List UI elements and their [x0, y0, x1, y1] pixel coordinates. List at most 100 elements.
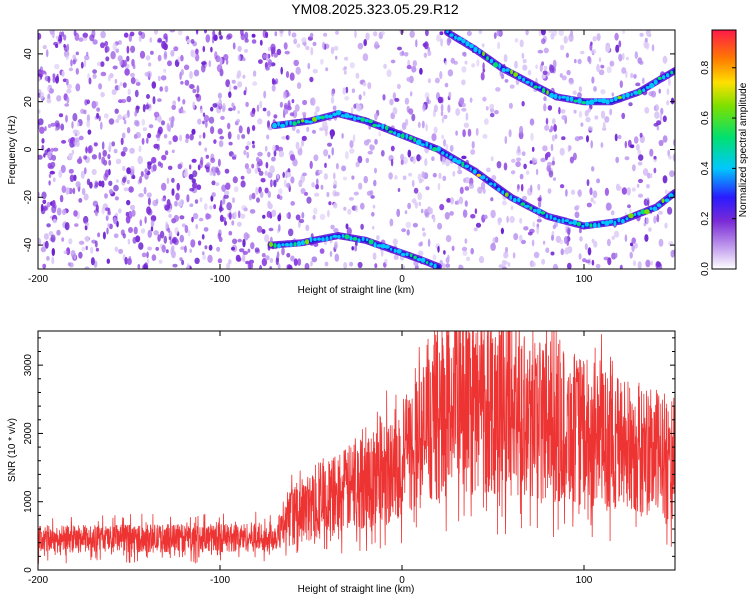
- noise-speckle: [510, 170, 516, 175]
- noise-speckle: [267, 151, 271, 158]
- noise-speckle: [218, 140, 224, 148]
- noise-speckle: [574, 136, 581, 142]
- noise-speckle: [145, 55, 151, 61]
- noise-speckle: [342, 87, 347, 95]
- y-tick-label: -20: [23, 190, 34, 205]
- noise-speckle: [105, 215, 109, 222]
- noise-speckle: [631, 237, 636, 244]
- noise-speckle: [590, 197, 594, 203]
- noise-speckle: [143, 186, 147, 195]
- ridge-blob: [304, 239, 310, 245]
- noise-speckle: [295, 66, 301, 75]
- noise-speckle: [350, 107, 354, 115]
- noise-speckle: [269, 266, 273, 269]
- noise-speckle: [83, 59, 87, 68]
- noise-speckle: [334, 253, 340, 262]
- noise-speckle: [73, 210, 78, 217]
- noise-speckle: [551, 160, 555, 166]
- noise-speckle: [327, 209, 330, 218]
- noise-speckle: [182, 223, 186, 228]
- noise-speckle: [554, 133, 558, 140]
- x-tick-label: -200: [28, 274, 48, 285]
- noise-speckle: [146, 192, 152, 198]
- noise-speckle: [293, 38, 298, 45]
- ridge-blob: [524, 204, 530, 208]
- noise-speckle: [332, 202, 338, 209]
- ridge-blob: [536, 208, 542, 214]
- ridge-blob: [352, 237, 358, 241]
- noise-speckle: [114, 78, 118, 84]
- noise-speckle: [190, 239, 196, 248]
- ridge-blob: [384, 245, 390, 249]
- noise-speckle: [243, 90, 247, 96]
- noise-speckle: [138, 145, 142, 153]
- noise-speckle: [193, 69, 200, 77]
- ridge-blob: [396, 249, 402, 254]
- noise-speckle: [120, 137, 124, 146]
- noise-speckle: [104, 40, 109, 47]
- noise-speckle: [374, 263, 378, 269]
- noise-speckle: [173, 46, 179, 52]
- noise-speckle: [312, 68, 318, 74]
- noise-speckle: [237, 221, 242, 227]
- noise-speckle: [540, 30, 546, 36]
- noise-speckle: [201, 234, 205, 240]
- noise-speckle: [84, 99, 88, 106]
- noise-speckle: [269, 258, 274, 263]
- noise-speckle: [244, 38, 249, 43]
- noise-speckle: [491, 174, 497, 181]
- noise-speckle: [157, 234, 161, 242]
- noise-speckle: [146, 137, 149, 144]
- noise-speckle: [664, 222, 668, 229]
- noise-speckle: [464, 238, 468, 244]
- noise-speckle: [486, 167, 491, 173]
- ridge-blob: [361, 237, 365, 241]
- noise-speckle: [295, 214, 301, 221]
- noise-speckle: [111, 89, 117, 95]
- noise-speckle: [64, 103, 70, 107]
- noise-speckle: [355, 205, 359, 213]
- noise-speckle: [50, 147, 54, 153]
- ridge-blob: [630, 92, 633, 97]
- noise-speckle: [470, 247, 475, 255]
- noise-speckle: [54, 127, 59, 132]
- noise-speckle: [408, 108, 414, 115]
- noise-speckle: [283, 179, 287, 188]
- y-tick-label: -40: [23, 237, 34, 252]
- noise-speckle: [363, 175, 369, 184]
- noise-speckle: [121, 132, 126, 139]
- noise-speckle: [416, 154, 421, 162]
- noise-speckle: [419, 67, 423, 75]
- noise-speckle: [68, 152, 73, 160]
- noise-speckle: [669, 170, 675, 178]
- noise-speckle: [543, 103, 547, 112]
- noise-speckle: [290, 176, 295, 184]
- ridge-blob: [565, 96, 570, 102]
- noise-speckle: [262, 214, 266, 219]
- noise-speckle: [461, 107, 467, 112]
- noise-speckle: [237, 81, 243, 88]
- noise-speckle: [221, 184, 227, 192]
- noise-speckle: [301, 111, 307, 116]
- noise-speckle: [290, 201, 296, 206]
- noise-speckle: [161, 244, 166, 253]
- noise-speckle: [135, 131, 141, 139]
- ridge-blob: [340, 114, 345, 118]
- noise-speckle: [171, 177, 175, 183]
- noise-speckle: [496, 30, 501, 37]
- noise-speckle: [637, 261, 642, 269]
- noise-speckle: [161, 182, 167, 191]
- noise-speckle: [567, 144, 571, 153]
- noise-speckle: [181, 259, 185, 266]
- noise-speckle: [403, 52, 409, 57]
- noise-speckle: [520, 183, 524, 192]
- noise-speckle: [291, 32, 297, 38]
- ridge-blob: [393, 248, 397, 253]
- noise-speckle: [48, 173, 52, 178]
- noise-speckle: [653, 215, 657, 224]
- noise-speckle: [580, 122, 584, 127]
- noise-speckle: [164, 150, 169, 156]
- noise-speckle: [431, 133, 437, 142]
